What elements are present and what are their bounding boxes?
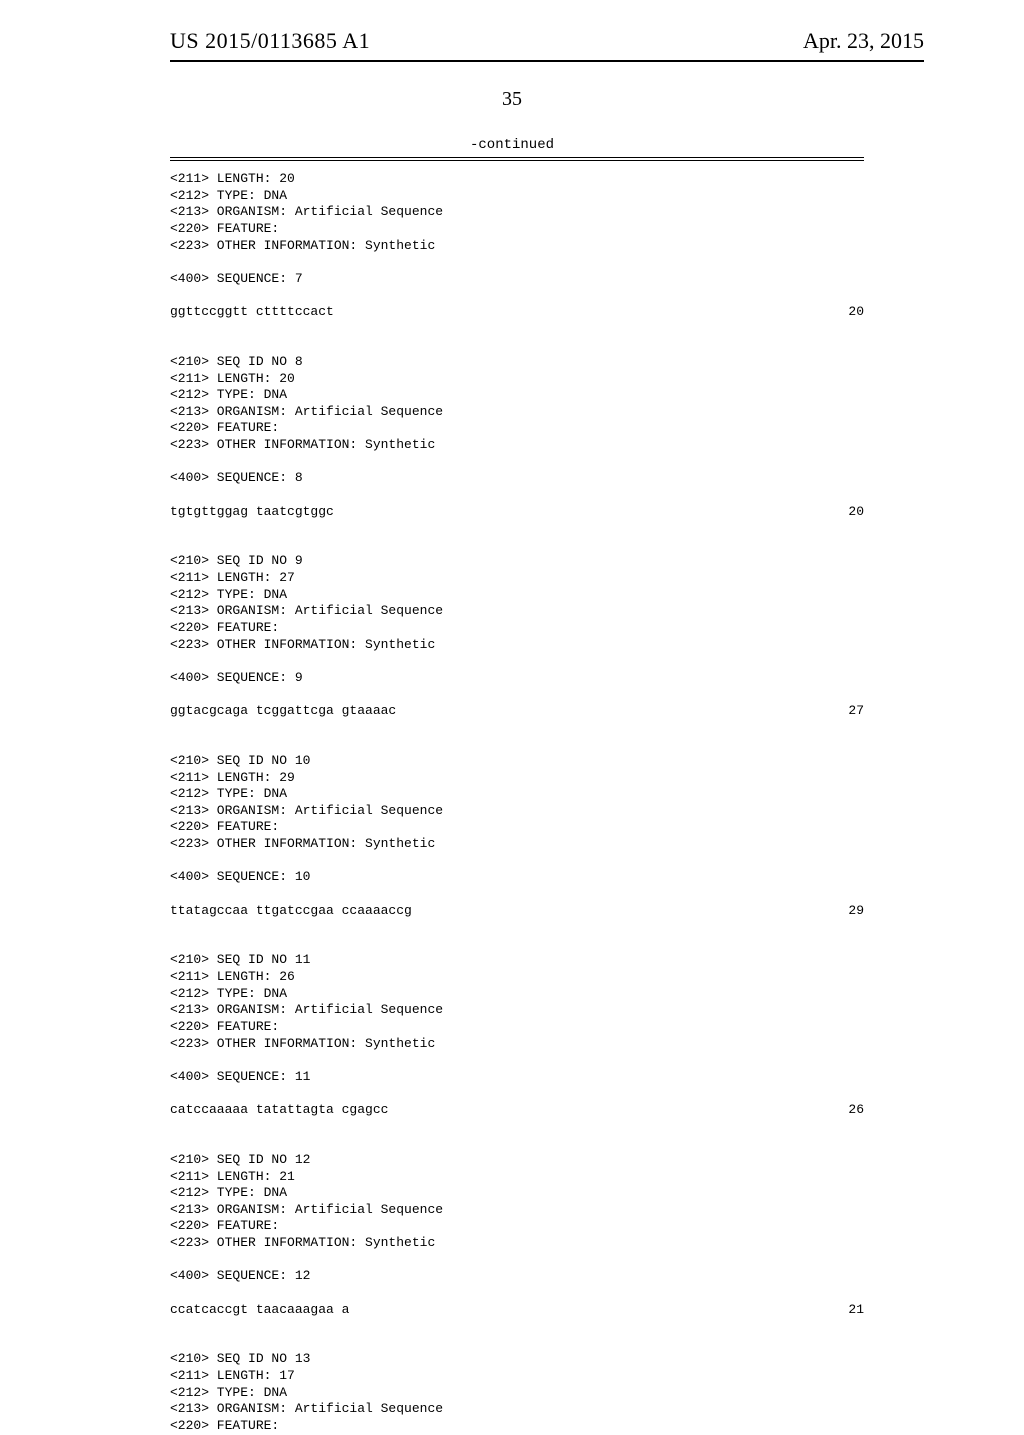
listing-line: <212> TYPE: DNA [170, 387, 1024, 404]
listing-line [170, 1119, 1024, 1136]
publication-number: US 2015/0113685 A1 [170, 28, 370, 54]
listing-line [170, 919, 1024, 936]
listing-line [170, 936, 1024, 953]
sequence-length: 26 [848, 1102, 864, 1119]
sequence-row: tgtgttggag taatcgtggc 20 [170, 504, 864, 521]
sequence-row: ggttccggtt cttttccact 20 [170, 304, 864, 321]
sequence-row: ttatagccaa ttgatccgaa ccaaaaccg 29 [170, 903, 864, 920]
listing-line [170, 886, 1024, 903]
listing-line: <220> FEATURE: [170, 1019, 1024, 1036]
listing-line: <213> ORGANISM: Artificial Sequence [170, 404, 1024, 421]
publication-date: Apr. 23, 2015 [803, 28, 924, 54]
listing-line: <211> LENGTH: 29 [170, 770, 1024, 787]
listing-line [170, 653, 1024, 670]
listing-line [170, 686, 1024, 703]
sequence-row: ggtacgcaga tcggattcga gtaaaac 27 [170, 703, 864, 720]
listing-line: <213> ORGANISM: Artificial Sequence [170, 803, 1024, 820]
listing-line: <212> TYPE: DNA [170, 986, 1024, 1003]
listing-line [170, 254, 1024, 271]
listing-line [170, 337, 1024, 354]
listing-line: <211> LENGTH: 20 [170, 371, 1024, 388]
listing-line: <213> ORGANISM: Artificial Sequence [170, 204, 1024, 221]
sequence-text: ggtacgcaga tcggattcga gtaaaac [170, 703, 396, 720]
listing-line [170, 1085, 1024, 1102]
listing-line: <211> LENGTH: 21 [170, 1169, 1024, 1186]
page: US 2015/0113685 A1 Apr. 23, 2015 35 -con… [0, 0, 1024, 1320]
listing-line: <210> SEQ ID NO 8 [170, 354, 1024, 371]
sequence-length: 27 [848, 703, 864, 720]
header: US 2015/0113685 A1 Apr. 23, 2015 [170, 28, 924, 54]
listing-line: <220> FEATURE: [170, 221, 1024, 238]
listing-line: <400> SEQUENCE: 9 [170, 670, 1024, 687]
listing-line: <212> TYPE: DNA [170, 1185, 1024, 1202]
listing-line: <400> SEQUENCE: 8 [170, 470, 1024, 487]
listing-line: <212> TYPE: DNA [170, 587, 1024, 604]
listing-line: <210> SEQ ID NO 12 [170, 1152, 1024, 1169]
sequence-length: 20 [848, 304, 864, 321]
listing-line: <212> TYPE: DNA [170, 786, 1024, 803]
listing-line: <400> SEQUENCE: 10 [170, 869, 1024, 886]
listing-line: <223> OTHER INFORMATION: Synthetic [170, 1036, 1024, 1053]
listing-line: <210> SEQ ID NO 11 [170, 952, 1024, 969]
listing-line: <210> SEQ ID NO 10 [170, 753, 1024, 770]
listing-line: <400> SEQUENCE: 11 [170, 1069, 1024, 1086]
listing-line: <223> OTHER INFORMATION: Synthetic [170, 238, 1024, 255]
sequence-length: 21 [848, 1302, 864, 1319]
listing-line: <213> ORGANISM: Artificial Sequence [170, 1401, 1024, 1418]
continued-label: -continued [0, 137, 1024, 153]
listing-top-rule [170, 157, 864, 158]
listing-line [170, 1135, 1024, 1152]
listing-line: <220> FEATURE: [170, 1418, 1024, 1435]
sequence-text: tgtgttggag taatcgtggc [170, 504, 334, 521]
listing-line: <213> ORGANISM: Artificial Sequence [170, 1002, 1024, 1019]
listing-line: <220> FEATURE: [170, 819, 1024, 836]
listing-line [170, 321, 1024, 338]
listing-line: <223> OTHER INFORMATION: Synthetic [170, 637, 1024, 654]
listing-line: <210> SEQ ID NO 13 [170, 1351, 1024, 1368]
listing-line: <211> LENGTH: 17 [170, 1368, 1024, 1385]
listing-line [170, 1335, 1024, 1352]
sequence-row: ccatcaccgt taacaaagaa a 21 [170, 1302, 864, 1319]
sequence-text: ggttccggtt cttttccact [170, 304, 334, 321]
sequence-text: ccatcaccgt taacaaagaa a [170, 1302, 349, 1319]
listing-second-rule [170, 160, 864, 161]
listing-line: <213> ORGANISM: Artificial Sequence [170, 603, 1024, 620]
listing-line: <211> LENGTH: 20 [170, 171, 1024, 188]
listing-line [170, 520, 1024, 537]
listing-line: <223> OTHER INFORMATION: Synthetic [170, 1235, 1024, 1252]
sequence-row: catccaaaaa tatattagta cgagcc 26 [170, 1102, 864, 1119]
listing-line [170, 1318, 1024, 1335]
listing-line [170, 1052, 1024, 1069]
sequence-length: 20 [848, 504, 864, 521]
listing-line: <220> FEATURE: [170, 1218, 1024, 1235]
listing-line: <212> TYPE: DNA [170, 1385, 1024, 1402]
header-rule [170, 60, 924, 62]
listing-line: <210> SEQ ID NO 9 [170, 553, 1024, 570]
listing-line: <211> LENGTH: 27 [170, 570, 1024, 587]
listing-line [170, 537, 1024, 554]
listing-line [170, 487, 1024, 504]
sequence-listing: <211> LENGTH: 20<212> TYPE: DNA<213> ORG… [0, 171, 1024, 1435]
listing-line: <212> TYPE: DNA [170, 188, 1024, 205]
listing-line [170, 736, 1024, 753]
listing-line [170, 454, 1024, 471]
listing-line: <400> SEQUENCE: 12 [170, 1268, 1024, 1285]
page-number: 35 [0, 88, 1024, 111]
sequence-length: 29 [848, 903, 864, 920]
listing-line [170, 720, 1024, 737]
listing-line: <213> ORGANISM: Artificial Sequence [170, 1202, 1024, 1219]
listing-line: <220> FEATURE: [170, 420, 1024, 437]
listing-line [170, 1252, 1024, 1269]
listing-line [170, 1285, 1024, 1302]
sequence-text: ttatagccaa ttgatccgaa ccaaaaccg [170, 903, 412, 920]
listing-line [170, 853, 1024, 870]
listing-line: <220> FEATURE: [170, 620, 1024, 637]
listing-line: <211> LENGTH: 26 [170, 969, 1024, 986]
sequence-text: catccaaaaa tatattagta cgagcc [170, 1102, 388, 1119]
listing-line [170, 287, 1024, 304]
listing-line: <223> OTHER INFORMATION: Synthetic [170, 836, 1024, 853]
listing-line: <400> SEQUENCE: 7 [170, 271, 1024, 288]
listing-line: <223> OTHER INFORMATION: Synthetic [170, 437, 1024, 454]
